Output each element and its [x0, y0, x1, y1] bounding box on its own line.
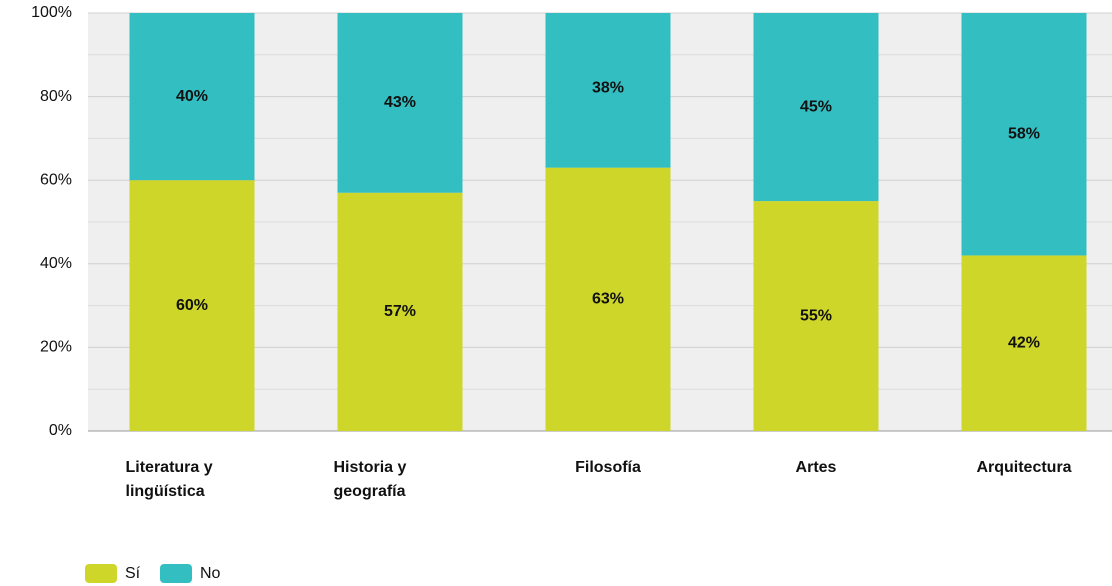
data-label: 57%	[384, 303, 416, 320]
data-label: 45%	[800, 98, 832, 115]
x-tick-label: Historia y geografía	[334, 459, 407, 500]
y-tick-label: 40%	[40, 255, 72, 272]
x-tick-label: Literatura y lingüística	[126, 459, 213, 500]
bar-segment	[753, 13, 879, 202]
y-tick-label: 60%	[40, 171, 72, 188]
bar-segment	[545, 167, 671, 431]
bar-segment	[545, 13, 671, 168]
data-label: 40%	[176, 88, 208, 105]
data-label: 42%	[1008, 334, 1040, 351]
legend-label: No	[200, 565, 221, 582]
y-tick-label: 100%	[31, 4, 72, 21]
y-tick-label: 20%	[40, 339, 72, 356]
data-label: 55%	[800, 307, 832, 324]
bar-segment	[961, 13, 1087, 256]
x-tick-label: Filosofía	[575, 459, 641, 476]
x-tick-label: Arquitectura	[976, 459, 1071, 476]
bar-segment	[753, 201, 879, 431]
legend-swatch	[85, 564, 117, 583]
bar-segment	[129, 180, 255, 431]
y-tick-label: 0%	[49, 422, 72, 439]
data-label: 63%	[592, 291, 624, 308]
bar-segment	[337, 13, 463, 193]
legend-label: Sí	[125, 565, 141, 582]
data-label: 38%	[592, 79, 624, 96]
bar-segment	[129, 13, 255, 181]
data-label: 58%	[1008, 125, 1040, 142]
data-label: 60%	[176, 297, 208, 314]
bar-segment	[961, 255, 1087, 431]
labels: 0% 20% 40% 60% 80% 100% 60% 40% Literatura y ling…	[31, 4, 1072, 583]
x-tick-label: Artes	[796, 459, 837, 476]
data-label: 43%	[384, 94, 416, 111]
bars	[129, 13, 1087, 431]
bar-segment	[337, 192, 463, 431]
y-tick-label: 80%	[40, 88, 72, 105]
legend-swatch	[160, 564, 192, 583]
